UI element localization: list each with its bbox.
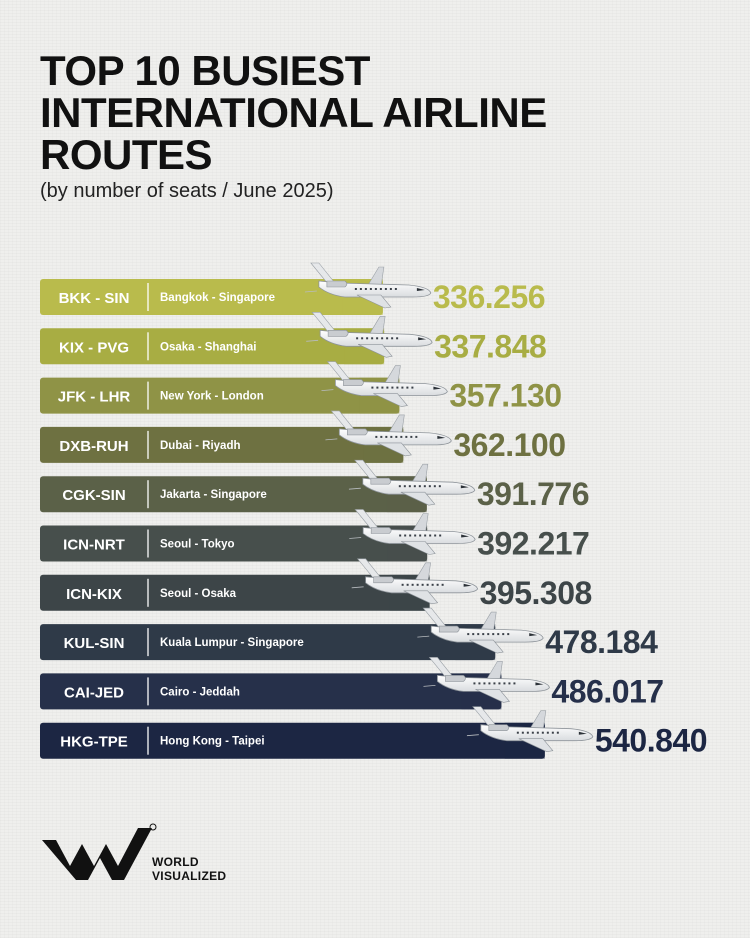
bar-row: KUL-SIN Kuala Lumpur - Singapore 478.184	[40, 607, 659, 661]
value-label: 395.308	[480, 575, 592, 611]
bar-row: HKG-TPE Hong Kong - Taipei 540.840	[40, 706, 708, 759]
brand-line-2: VISUALIZED	[152, 869, 227, 883]
route-name-label: Dubai - Riyadh	[160, 440, 241, 452]
route-name-label: New York - London	[160, 391, 264, 403]
value-label: 391.776	[477, 476, 589, 512]
bar-row: JFK - LHR New York - London 357.130	[40, 361, 562, 414]
bar	[40, 426, 404, 463]
route-name-label: Osaka - Shanghai	[160, 341, 257, 353]
route-code-label: KUL-SIN	[64, 635, 125, 652]
bar-row: BKK - SIN Bangkok - Singapore 336.256	[40, 262, 546, 315]
title-line-3: ROUTES	[40, 131, 213, 178]
route-code-label: CGK-SIN	[62, 487, 125, 504]
wv-logo-icon	[42, 823, 157, 880]
value-label: 540.840	[595, 723, 707, 759]
bar	[40, 377, 400, 414]
route-name-label: Seoul - Osaka	[160, 588, 237, 600]
brand-name: WORLD VISUALIZED	[152, 855, 226, 883]
page-subtitle: (by number of seats / June 2025)	[40, 180, 334, 202]
route-code-label: BKK - SIN	[59, 290, 130, 307]
value-label: 392.217	[477, 526, 589, 562]
bar	[40, 525, 428, 562]
page-title: TOP 10 BUSIEST INTERNATIONAL AIRLINE ROU…	[40, 50, 600, 176]
value-label: 336.256	[433, 279, 545, 315]
value-label: 357.130	[449, 378, 561, 414]
bar	[40, 673, 502, 710]
bar	[40, 279, 383, 315]
value-label: 478.184	[545, 624, 658, 660]
bar-row: KIX - PVG Osaka - Shanghai 337.848	[40, 311, 547, 365]
bar	[40, 476, 427, 513]
title-line-2: INTERNATIONAL AIRLINE	[40, 89, 547, 136]
route-code-label: ICN-NRT	[63, 537, 125, 554]
value-label: 486.017	[551, 673, 663, 709]
bar	[40, 574, 430, 611]
route-name-label: Cairo - Jeddah	[160, 686, 240, 698]
route-code-label: KIX - PVG	[59, 339, 129, 356]
value-label: 337.848	[434, 328, 546, 364]
route-name-label: Seoul - Tokyo	[160, 539, 235, 551]
route-code-label: HKG-TPE	[60, 734, 128, 751]
route-code-label: ICN-KIX	[66, 586, 122, 603]
bar-row: CGK-SIN Jakarta - Singapore 391.776	[40, 459, 589, 513]
route-name-label: Jakarta - Singapore	[160, 489, 267, 501]
route-name-label: Kuala Lumpur - Singapore	[160, 637, 304, 649]
route-name-label: Hong Kong - Taipei	[160, 736, 265, 748]
brand-line-1: WORLD	[152, 855, 199, 869]
bar-row: ICN-NRT Seoul - Tokyo 392.217	[40, 509, 590, 562]
route-code-label: JFK - LHR	[58, 389, 131, 406]
route-code-label: CAI-JED	[64, 684, 124, 701]
bar	[40, 722, 545, 759]
bar-row: CAI-JED Cairo - Jeddah 486.017	[40, 656, 664, 710]
bar-row: DXB-RUH Dubai - Riyadh 362.100	[40, 410, 566, 463]
title-line-1: TOP 10 BUSIEST	[40, 47, 370, 94]
value-label: 362.100	[453, 427, 565, 463]
route-code-label: DXB-RUH	[59, 438, 128, 455]
bar-row: ICN-KIX Seoul - Osaka 395.308	[40, 558, 592, 611]
route-name-label: Bangkok - Singapore	[160, 292, 275, 304]
bar	[40, 328, 385, 365]
bar	[40, 624, 496, 661]
